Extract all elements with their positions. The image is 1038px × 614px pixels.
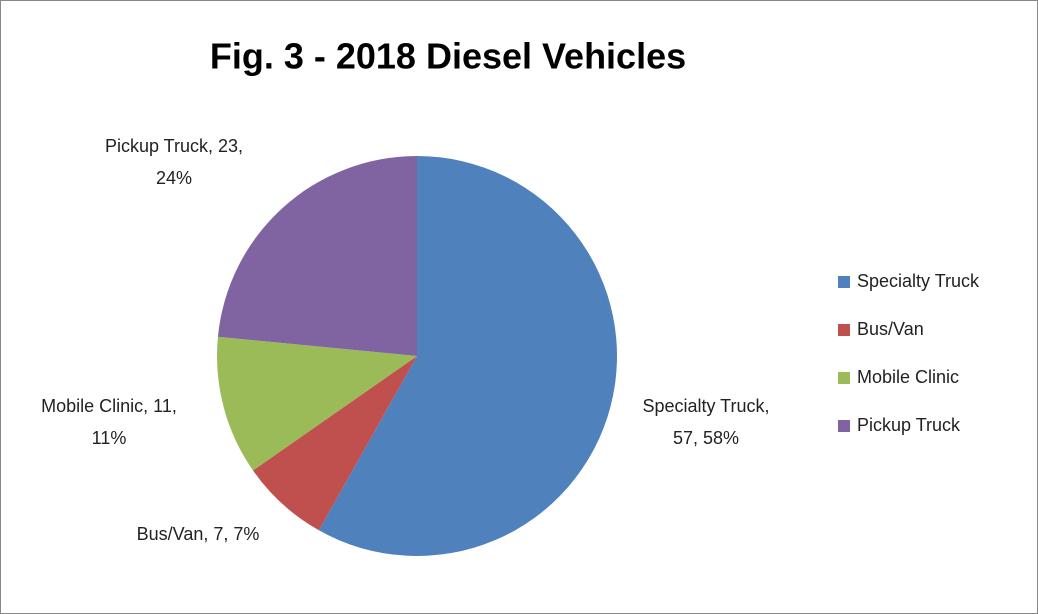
legend-swatch [838,372,850,384]
chart-title: Fig. 3 - 2018 Diesel Vehicles [210,36,686,77]
pie-slice [252,356,417,531]
legend-swatch [838,276,850,288]
data-label: Pickup Truck, 23, 24% [104,136,244,188]
pie-slice [318,156,618,556]
data-label: Specialty Truck, 57, 58% [642,396,770,448]
legend-swatch [838,324,850,336]
legend-swatch [838,420,850,432]
data-label: Bus/Van, 7, 7% [136,524,260,544]
data-label: Mobile Clinic, 11, 11% [41,396,177,448]
legend-label: Bus/Van [857,319,924,339]
pie-slice [216,336,417,471]
legend-label: Specialty Truck [857,271,980,291]
pie-slice [217,156,417,356]
legend-label: Mobile Clinic [857,367,959,387]
legend-label: Pickup Truck [857,415,961,435]
